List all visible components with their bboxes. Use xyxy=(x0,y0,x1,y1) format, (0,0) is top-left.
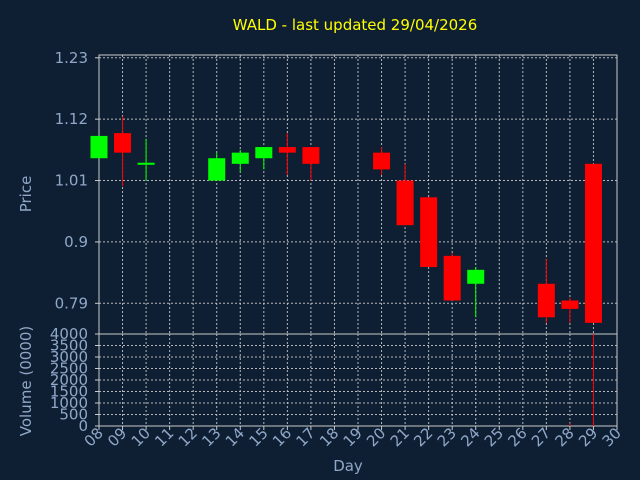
volume-tick-label: 4000 xyxy=(50,325,88,343)
candle-body xyxy=(561,300,579,309)
candle-body xyxy=(467,269,485,284)
day-x-ticks: 0809101112131415161718192021222324252627… xyxy=(81,424,625,450)
candle-22 xyxy=(420,197,438,268)
candle-14 xyxy=(231,149,249,173)
candle-body xyxy=(443,255,461,301)
price-tick-label: 1.12 xyxy=(55,110,88,128)
candle-24 xyxy=(467,267,485,318)
candle-27 xyxy=(537,258,555,323)
candle-08 xyxy=(90,135,108,159)
volume-tick-label: 1000 xyxy=(50,394,88,412)
volume-tick-label: 3500 xyxy=(50,337,88,355)
candle-body xyxy=(373,152,391,170)
day-axis-label: Day xyxy=(333,457,363,475)
candle-body xyxy=(420,197,438,268)
candle-body xyxy=(90,135,108,159)
candle-10 xyxy=(137,138,155,181)
price-axis-label: Price xyxy=(17,176,35,213)
candle-13 xyxy=(208,152,226,181)
volume-bars xyxy=(569,334,594,426)
volume-tick-label: 2000 xyxy=(50,371,88,389)
price-tick-label: 0.9 xyxy=(64,233,88,251)
volume-tick-label: 3000 xyxy=(50,348,88,366)
price-panel: 0.79 0.9 1.01 1.12 1.23 Price xyxy=(17,49,618,335)
volume-tick-label: 500 xyxy=(59,406,88,424)
candles xyxy=(90,116,602,323)
candle-15 xyxy=(255,147,273,170)
chart-title: WALD - last updated 29/04/2026 xyxy=(233,16,478,34)
candle-body xyxy=(584,163,602,323)
candle-09 xyxy=(114,116,132,187)
candle-body xyxy=(278,147,296,153)
price-y-ticks: 0.79 0.9 1.01 1.12 1.23 xyxy=(55,49,99,312)
candle-body xyxy=(302,147,320,164)
price-tick-label: 0.79 xyxy=(55,294,88,312)
candle-body xyxy=(537,283,555,318)
candle-21 xyxy=(396,163,414,226)
candle-28 xyxy=(561,297,579,323)
volume-tick-label: 1500 xyxy=(50,383,88,401)
volume-tick-label: 0 xyxy=(78,417,88,435)
volume-grid xyxy=(99,334,617,426)
price-tick-label: 1.01 xyxy=(55,172,88,190)
candle-body xyxy=(255,147,273,159)
candle-body xyxy=(208,158,226,181)
candle-16 xyxy=(278,133,296,175)
price-tick-label: 1.23 xyxy=(55,49,88,67)
candle-body xyxy=(396,180,414,226)
candle-23 xyxy=(443,253,461,301)
candle-body xyxy=(114,133,132,153)
volume-axis-label: Volume (0000) xyxy=(17,326,35,436)
candle-body xyxy=(231,152,249,164)
volume-tick-label: 2500 xyxy=(50,360,88,378)
candle-20 xyxy=(373,147,391,175)
candle-17 xyxy=(302,147,320,181)
candle-29 xyxy=(584,163,602,323)
